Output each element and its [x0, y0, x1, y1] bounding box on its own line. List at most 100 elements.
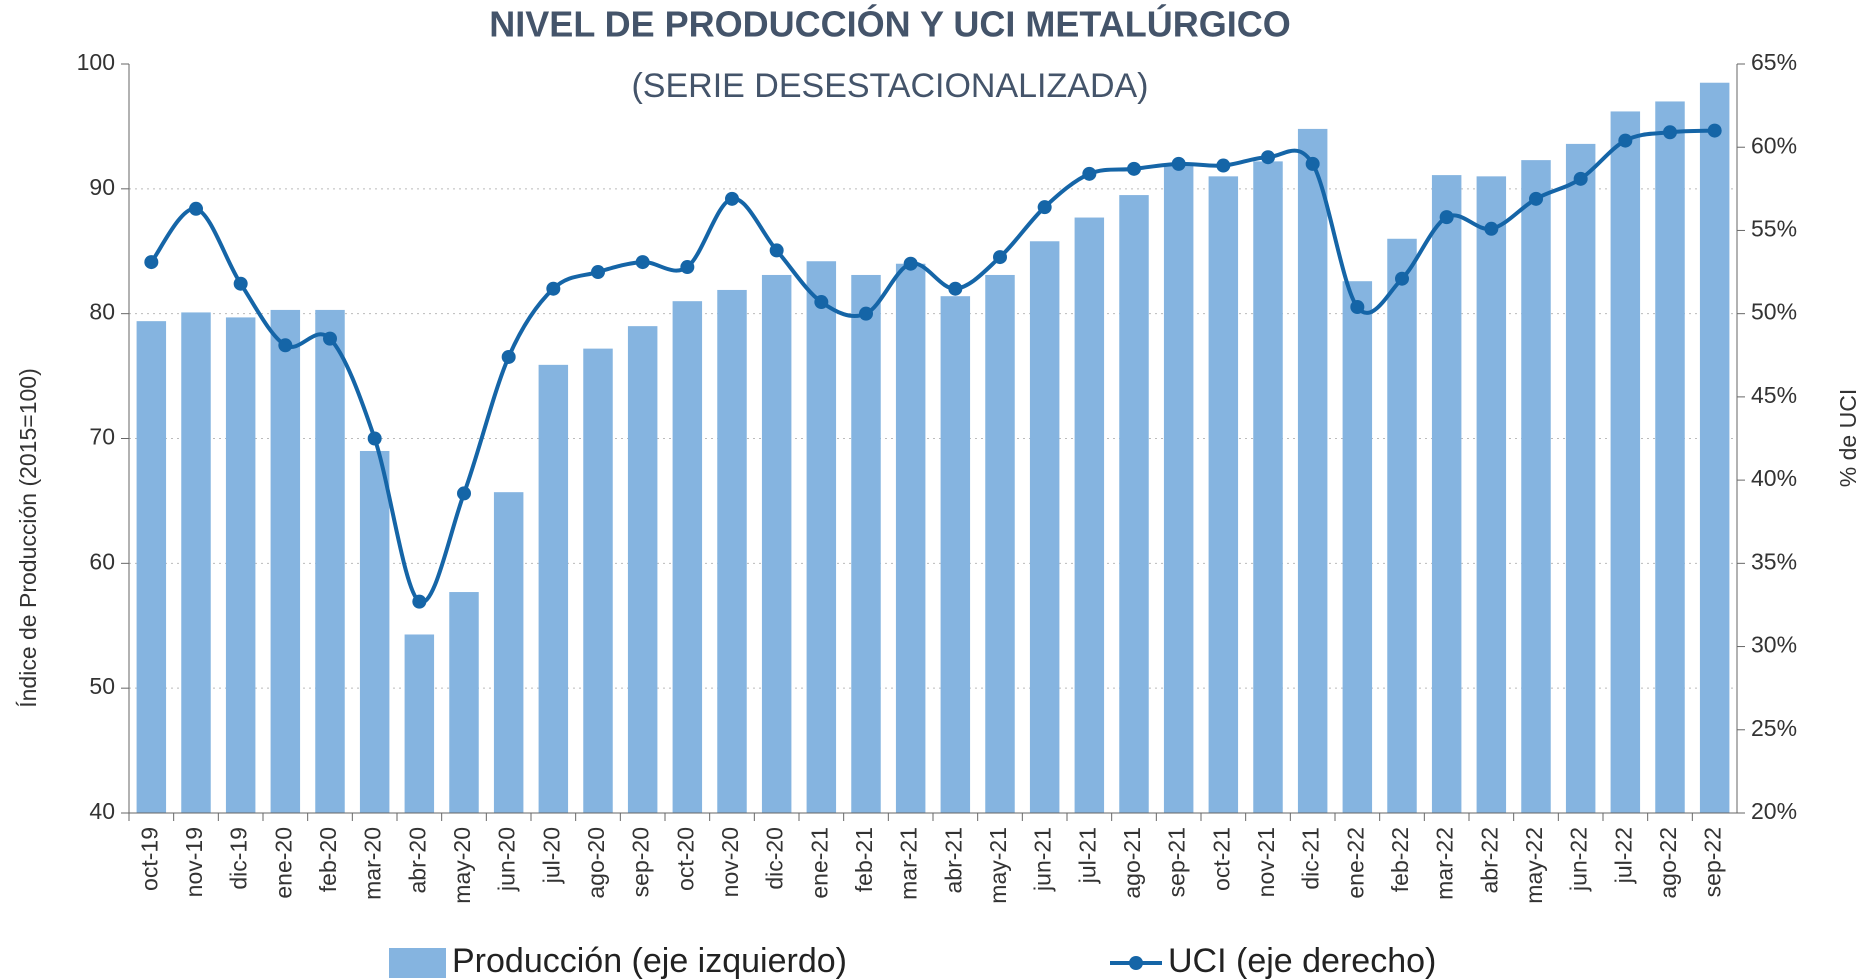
y2-tick-label: 45% — [1751, 382, 1797, 408]
bar — [1119, 195, 1149, 813]
x-tick-label: jul-22 — [1610, 827, 1636, 884]
x-tick-label: jun-22 — [1566, 827, 1592, 892]
bar — [1297, 128, 1328, 813]
marker — [769, 243, 784, 258]
marker — [1127, 161, 1141, 176]
x-tick-label: mar-20 — [360, 827, 386, 900]
bar — [136, 321, 167, 813]
marker — [1037, 200, 1052, 215]
bar — [538, 364, 569, 813]
x-tick-label: mar-22 — [1432, 827, 1458, 900]
bar — [1163, 163, 1194, 813]
marker — [1305, 156, 1320, 171]
bar — [493, 492, 524, 813]
y2-tick-label: 30% — [1751, 632, 1797, 658]
bar — [181, 312, 211, 813]
marker — [814, 295, 829, 310]
bar — [717, 289, 747, 813]
line — [149, 128, 1715, 605]
x-tick-label: abr-20 — [404, 827, 430, 893]
x-tick-label: ene-22 — [1342, 827, 1368, 899]
y2-tick-label: 40% — [1751, 465, 1797, 491]
marker — [501, 349, 516, 364]
x-tick-label: nov-19 — [181, 827, 207, 897]
marker — [546, 281, 561, 296]
marker — [1082, 166, 1097, 181]
y2-tick-label: 50% — [1751, 299, 1797, 325]
marker — [1618, 133, 1633, 148]
marker — [189, 201, 203, 216]
y-tick-label: 80 — [89, 299, 115, 325]
x-tick-label: jun-20 — [494, 827, 520, 892]
marker — [233, 276, 248, 291]
y2-tick-label: 55% — [1751, 216, 1797, 242]
x-tick-label: dic-20 — [762, 827, 788, 890]
marker — [367, 431, 382, 446]
marker — [412, 594, 427, 609]
marker — [144, 255, 159, 270]
bar — [985, 274, 1015, 813]
bar — [1655, 101, 1685, 813]
marker — [635, 255, 650, 270]
x-tick-label: jul-21 — [1074, 827, 1100, 884]
chart-title: NIVEL DE PRODUCCIÓN Y UCI METALÚRGICO — [489, 3, 1290, 45]
bar — [1476, 176, 1507, 814]
marker — [1529, 191, 1543, 206]
chart-subtitle: (SERIE DESESTACIONALIZADA) — [631, 67, 1148, 105]
bar — [449, 592, 479, 813]
y-tick-label: 100 — [77, 49, 115, 75]
marker — [1171, 156, 1186, 171]
y-tick-label: 50 — [89, 673, 115, 699]
y2-tick-label: 25% — [1751, 715, 1797, 741]
marker — [591, 265, 605, 280]
y-axis-label: Índice de Producción (2015=100) — [15, 368, 41, 708]
bar — [851, 274, 881, 813]
x-tick-label: oct-20 — [672, 827, 698, 891]
bar — [1208, 176, 1239, 814]
marker — [278, 338, 293, 353]
bar — [940, 296, 971, 813]
y-tick-label: 60 — [89, 548, 115, 574]
bar — [672, 301, 703, 813]
marker — [1261, 150, 1275, 165]
bar — [270, 309, 301, 813]
x-tick-label: nov-21 — [1253, 827, 1279, 897]
marker — [859, 306, 873, 321]
marker — [457, 486, 471, 501]
bar — [1029, 241, 1060, 814]
legend-swatch — [1129, 956, 1143, 970]
x-tick-label: sep-21 — [1164, 827, 1190, 897]
bar — [583, 348, 613, 813]
x-tick-label: feb-22 — [1387, 827, 1413, 892]
x-tick-label: oct-21 — [1208, 827, 1234, 891]
x-tick-label: feb-20 — [315, 827, 341, 892]
bar — [1521, 160, 1551, 813]
x-tick-label: jun-21 — [1030, 827, 1056, 892]
x-tick-label: may-22 — [1521, 827, 1547, 904]
marker — [1573, 171, 1588, 186]
x-tick-label: ene-20 — [270, 827, 296, 899]
bar — [404, 634, 435, 813]
x-tick-label: ago-20 — [583, 827, 609, 899]
marker — [1439, 210, 1454, 225]
bar — [1610, 111, 1641, 814]
bar — [895, 263, 926, 813]
marker — [1350, 300, 1365, 315]
marker — [323, 331, 337, 346]
y2-tick-label: 35% — [1751, 548, 1797, 574]
bar — [1253, 161, 1283, 813]
marker — [725, 191, 739, 206]
x-tick-label: feb-21 — [851, 827, 877, 892]
x-tick-label: may-21 — [985, 827, 1011, 904]
y2-tick-label: 60% — [1751, 132, 1797, 158]
bar — [1342, 281, 1373, 814]
y-tick-label: 90 — [89, 174, 115, 200]
x-tick-label: dic-19 — [226, 827, 252, 890]
legend-label: UCI (eje derecho) — [1168, 942, 1436, 980]
bar — [761, 274, 792, 813]
marker — [948, 281, 963, 296]
bar — [315, 309, 345, 813]
x-tick-label: dic-21 — [1298, 827, 1324, 890]
marker — [993, 250, 1007, 265]
marker — [1484, 221, 1499, 236]
